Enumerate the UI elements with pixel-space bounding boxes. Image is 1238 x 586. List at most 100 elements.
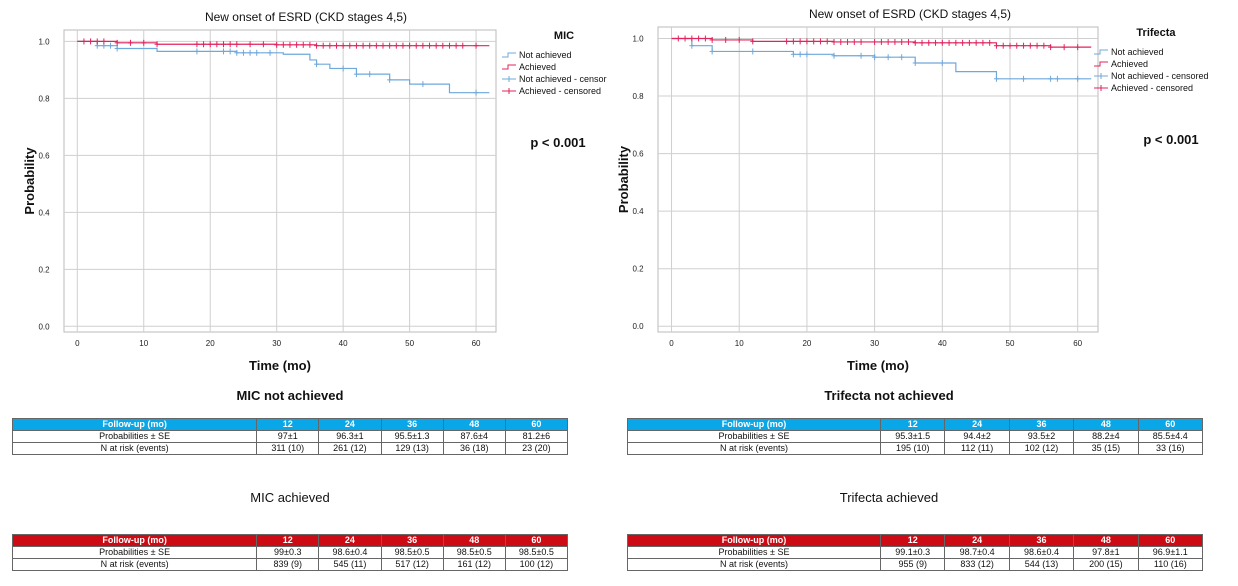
table-title-mic-achieved: MIC achieved [250, 490, 330, 505]
legend-entry: Achieved - censored [519, 86, 601, 96]
x-tick-label: 50 [1006, 339, 1015, 348]
x-tick-label: 20 [206, 339, 215, 348]
table-cell: 545 (11) [318, 558, 382, 571]
header-cell: 60 [504, 534, 569, 547]
x-tick-label: 50 [405, 339, 414, 348]
table-cell: 839 (9) [256, 558, 320, 571]
legend-entry: Achieved - censored [1111, 83, 1193, 93]
legend-entry: Not achieved - censor [519, 74, 607, 84]
table-cell: 110 (16) [1137, 558, 1204, 571]
row-label: Probabilities ± SE [11, 546, 258, 559]
row-label: N at risk (events) [11, 558, 258, 571]
table-cell: 517 (12) [380, 558, 444, 571]
header-cell: 60 [504, 418, 569, 431]
header-cell: 36 [1008, 534, 1075, 547]
table-row: N at risk (events) 839 (9) 545 (11) 517 (12… [11, 558, 569, 571]
table-cell: 87.6±4 [442, 430, 506, 443]
table-header-row: Follow-up (mo) 12 24 36 48 60 [11, 418, 569, 431]
x-tick-label: 10 [139, 339, 148, 348]
header-cell: 12 [880, 534, 946, 547]
panel-mic: New onset of ESRD (CKD stages 4,5) 0.0 0.2… [11, 10, 607, 571]
table-cell: 833 (12) [944, 558, 1010, 571]
y-tick-label: 0.0 [38, 322, 50, 331]
y-tick-label: 0.8 [38, 94, 50, 103]
table-row: N at risk (events) 955 (9) 833 (12) 544 (13… [626, 558, 1204, 571]
table-cell: 23 (20) [504, 442, 569, 455]
header-cell: Follow-up (mo) [626, 534, 882, 547]
table-cell: 95.5±1.3 [380, 430, 444, 443]
x-tick-label: 30 [272, 339, 281, 348]
header-cell: Follow-up (mo) [626, 418, 882, 431]
header-cell: 12 [880, 418, 946, 431]
header-cell: 24 [318, 418, 382, 431]
legend-entry: Achieved [1111, 59, 1148, 69]
header-cell: 12 [256, 534, 320, 547]
table-title-trifecta-achieved: Trifecta achieved [839, 490, 939, 505]
header-cell: 24 [944, 534, 1010, 547]
header-cell: 48 [1073, 418, 1139, 431]
header-cell: 48 [1073, 534, 1139, 547]
legend-title: MIC [554, 30, 574, 42]
table-cell: 33 (16) [1137, 442, 1204, 455]
header-cell: 48 [442, 534, 506, 547]
table-header-row: Follow-up (mo) 12 24 36 48 60 [626, 534, 1204, 547]
table-cell: 195 (10) [880, 442, 946, 455]
table-cell: 85.5±4.4 [1137, 430, 1204, 443]
header-cell: 36 [1008, 418, 1075, 431]
table-cell: 88.2±4 [1073, 430, 1139, 443]
row-label: N at risk (events) [626, 442, 882, 455]
y-tick-label: 0.8 [632, 92, 644, 101]
table-cell: 955 (9) [880, 558, 946, 571]
table-cell: 261 (12) [318, 442, 382, 455]
series-line-not-achieved [671, 37, 1092, 80]
table-cell: 98.5±0.5 [380, 546, 444, 559]
y-tick-label: 1.0 [38, 37, 50, 46]
table-cell: 81.2±6 [504, 430, 569, 443]
x-tick-label: 40 [938, 339, 947, 348]
table-title-mic-not-achieved: MIC not achieved [236, 388, 344, 403]
table-cell: 100 (12) [504, 558, 569, 571]
y-axis-label: Probability [22, 147, 37, 215]
table-cell: 35 (15) [1073, 442, 1139, 455]
table-cell: 544 (13) [1008, 558, 1075, 571]
legend-entry: Not achieved - censored [1111, 71, 1209, 81]
header-cell: 60 [1137, 534, 1204, 547]
table-title-trifecta-not-achieved: Trifecta not achieved [824, 388, 954, 403]
x-tick-label: 10 [735, 339, 744, 348]
y-tick-label: 0.4 [632, 207, 644, 216]
table-row: N at risk (events) 311 (10) 261 (12) 129 (1… [11, 442, 569, 455]
header-cell: 60 [1137, 418, 1204, 431]
legend-entry: Not achieved [1111, 47, 1164, 57]
table-cell: 129 (13) [380, 442, 444, 455]
x-tick-label: 20 [802, 339, 811, 348]
x-tick-label: 0 [75, 339, 80, 348]
table-cell: 94.4±2 [944, 430, 1010, 443]
header-cell: 36 [380, 418, 444, 431]
table-cell: 99±0.3 [256, 546, 320, 559]
header-cell: Follow-up (mo) [11, 534, 258, 547]
legend-swatch [502, 52, 516, 58]
table-row: Probabilities ± SE 95.3±1.5 94.4±2 93.5±2 88… [626, 430, 1204, 443]
y-tick-label: 0.2 [38, 265, 50, 274]
table-cell: 98.7±0.4 [944, 546, 1010, 559]
table-cell: 161 (12) [442, 558, 506, 571]
p-value: p < 0.001 [530, 135, 585, 150]
table-header-row: Follow-up (mo) 12 24 36 48 60 [626, 418, 1204, 431]
table-cell: 97±1 [256, 430, 320, 443]
table-cell: 96.9±1.1 [1137, 546, 1204, 559]
x-tick-label: 30 [870, 339, 879, 348]
table-row: Probabilities ± SE 97±1 96.3±1 95.5±1.3 87.6… [11, 430, 569, 443]
row-label: N at risk (events) [626, 558, 882, 571]
table-cell: 93.5±2 [1008, 430, 1075, 443]
header-cell: 48 [442, 418, 506, 431]
table-cell: 112 (11) [944, 442, 1010, 455]
table-cell: 97.8±1 [1073, 546, 1139, 559]
y-tick-label: 0.0 [632, 322, 644, 331]
header-cell: 24 [318, 534, 382, 547]
y-tick-label: 1.0 [632, 35, 644, 44]
km-plot-trifecta: New onset of ESRD (CKD stages 4,5) 0.0 0.2… [616, 7, 1209, 373]
series-line-not-achieved [77, 40, 490, 94]
x-tick-label: 0 [669, 339, 674, 348]
y-tick-label: 0.4 [38, 208, 50, 217]
table-row: N at risk (events) 195 (10) 112 (11) 102 (1… [626, 442, 1204, 455]
